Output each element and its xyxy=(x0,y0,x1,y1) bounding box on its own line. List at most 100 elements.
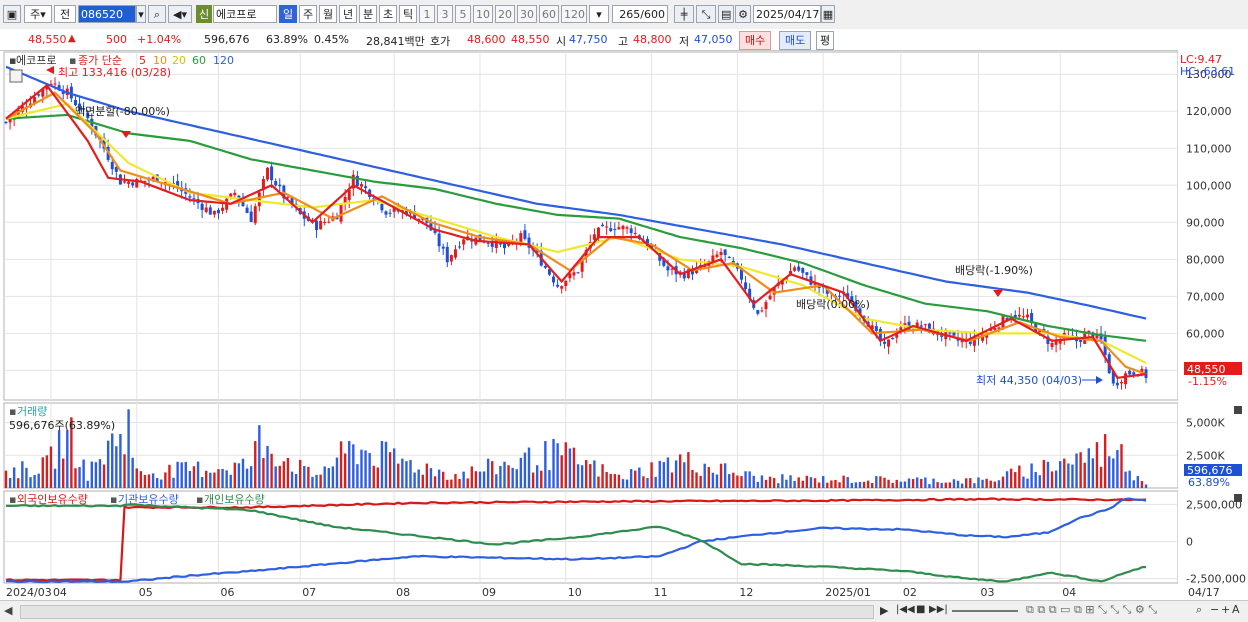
period-week[interactable]: 주 xyxy=(299,5,317,23)
stop-icon[interactable]: ■ xyxy=(916,604,926,615)
period-second[interactable]: 초 xyxy=(379,5,397,23)
speaker-icon[interactable]: ◀▾ xyxy=(168,5,192,23)
count-field[interactable]: 265/600 xyxy=(612,5,668,23)
period-day[interactable]: 일 xyxy=(279,5,297,23)
code-dropdown-icon[interactable]: ▾ xyxy=(136,5,146,23)
interval-3[interactable]: 3 xyxy=(437,5,453,23)
buy-button[interactable]: 매수 xyxy=(739,31,772,50)
candle-body xyxy=(952,332,956,336)
candle-body xyxy=(388,212,392,214)
volume-bar xyxy=(777,483,780,488)
candle-body xyxy=(364,186,368,189)
horizontal-scrollbar[interactable]: ◀ ▶ |◀◀ ■ ▶▶| ⧉ ⧉ ⧉ ▭ ⧉ ⊞ ⤡ ⤡ ⤡ ⚙ ⤡ ⌕ − … xyxy=(0,600,1248,622)
volume-bar xyxy=(486,458,490,488)
volume-bar xyxy=(568,448,572,488)
auto-scale-icon[interactable]: A xyxy=(1232,603,1240,616)
grid-toggle-icon[interactable] xyxy=(9,69,23,83)
volume-bar xyxy=(131,457,134,488)
candle-body xyxy=(780,279,784,285)
candle-body xyxy=(568,273,572,279)
volume-bar xyxy=(360,449,363,488)
candle-body xyxy=(41,88,45,97)
zoom-out-icon[interactable]: ⌕ xyxy=(1196,603,1203,616)
candle-body xyxy=(462,239,466,245)
volume-bar xyxy=(907,478,911,488)
scroll-right-icon[interactable]: ▶ xyxy=(880,604,889,617)
volume-bar xyxy=(176,461,179,488)
volume-bar xyxy=(981,479,984,488)
volume-bar xyxy=(1132,480,1135,488)
candle-body xyxy=(33,97,37,104)
zoom-slider[interactable] xyxy=(952,610,1018,612)
search-icon[interactable]: ⌕ xyxy=(148,5,166,23)
volume-bar xyxy=(421,474,424,488)
minus-icon[interactable]: − xyxy=(1210,603,1220,616)
candle-body xyxy=(261,179,265,190)
holding-close-icon[interactable] xyxy=(1234,494,1242,502)
interval-20[interactable]: 20 xyxy=(495,5,515,23)
count-value: 265 xyxy=(619,8,641,21)
save-icon[interactable]: ▤ xyxy=(718,5,734,23)
chart-menu-icon[interactable]: ▪ xyxy=(9,54,16,67)
split-arrow-icon xyxy=(121,131,131,138)
settings-icon[interactable]: ⚙ xyxy=(735,5,751,23)
interval-5[interactable]: 5 xyxy=(455,5,471,23)
period-year[interactable]: 년 xyxy=(339,5,357,23)
volume-bar xyxy=(4,470,8,488)
x-tick-label: 2024/03 xyxy=(6,586,52,599)
volume-bar xyxy=(1030,463,1033,488)
volume-bar xyxy=(1103,434,1107,488)
stock-code-input[interactable]: 086520 xyxy=(78,5,136,23)
period-month[interactable]: 월 xyxy=(319,5,337,23)
volume-bar xyxy=(384,441,388,488)
flat-button[interactable]: 평 xyxy=(816,31,835,50)
candle-body xyxy=(429,221,433,231)
ma60-line xyxy=(5,113,1147,342)
interval-10[interactable]: 10 xyxy=(473,5,493,23)
volume-bar xyxy=(507,465,510,488)
period-minute[interactable]: 분 xyxy=(359,5,377,23)
volume-close-icon[interactable] xyxy=(1234,406,1242,414)
candle-body xyxy=(882,341,886,344)
volume-bar xyxy=(817,482,821,488)
sell-button[interactable]: 매도 xyxy=(779,31,812,50)
scroll-left-icon[interactable]: ◀ xyxy=(4,604,13,617)
volume-bar xyxy=(229,474,232,488)
x-tick-label: 10 xyxy=(568,586,582,599)
volume-bar xyxy=(764,479,768,488)
ma-label: 종가 단순 xyxy=(78,54,122,67)
volume-bar xyxy=(903,481,907,488)
volume-bar xyxy=(388,452,392,488)
last-icon[interactable]: ▶▶| xyxy=(929,604,948,615)
volume-bar xyxy=(1042,460,1046,488)
candle-body xyxy=(278,184,282,187)
window-menu-icon[interactable]: ▣ xyxy=(3,5,21,23)
date-field[interactable]: 2025/04/17 xyxy=(753,5,821,23)
period-tick[interactable]: 틱 xyxy=(399,5,417,23)
indicator-icon[interactable]: ⤡ xyxy=(696,5,716,23)
candle-body xyxy=(870,325,874,330)
interval-120[interactable]: 120 xyxy=(561,5,587,23)
stock-name: 에코프로 xyxy=(213,5,277,23)
interval-30[interactable]: 30 xyxy=(517,5,537,23)
volume-bar xyxy=(327,468,330,488)
first-icon[interactable]: |◀◀ xyxy=(896,604,915,615)
volume-bar xyxy=(1128,470,1131,488)
layout-icons[interactable]: ⧉ ⧉ ⧉ ▭ ⧉ ⊞ ⤡ ⤡ ⤡ ⚙ ⤡ xyxy=(1026,603,1158,616)
calendar-icon[interactable]: ▦ xyxy=(821,5,835,23)
candle-body xyxy=(208,207,212,215)
plus-icon[interactable]: + xyxy=(1221,603,1231,616)
tab-jeon[interactable]: 전 xyxy=(54,5,76,23)
scroll-track[interactable] xyxy=(20,605,874,619)
market-select[interactable]: 주▾ xyxy=(24,5,52,23)
volume-bar xyxy=(315,474,318,488)
candle-type-icon[interactable]: ╪ xyxy=(674,5,694,23)
interval-dropdown-icon[interactable]: ▾ xyxy=(589,5,609,23)
interval-60[interactable]: 60 xyxy=(539,5,559,23)
volume-bar xyxy=(548,470,551,488)
volume-bar xyxy=(515,469,518,488)
interval-1[interactable]: 1 xyxy=(419,5,435,23)
volume-bar xyxy=(556,443,559,488)
volume-bar xyxy=(392,448,396,488)
candle-body xyxy=(249,211,253,222)
